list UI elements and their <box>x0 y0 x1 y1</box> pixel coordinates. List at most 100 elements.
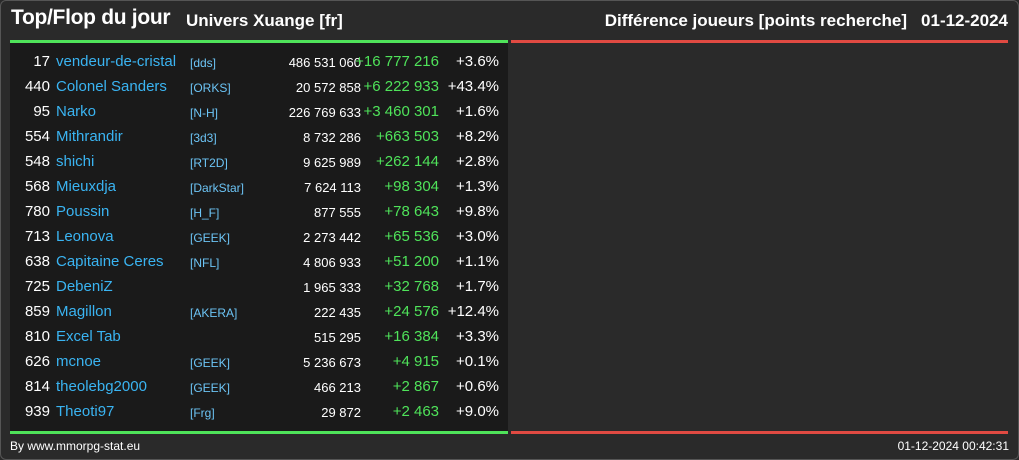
player-points: 4 806 933 <box>303 255 361 270</box>
points-diff: +98 304 <box>384 178 439 195</box>
alliance-tag-link[interactable]: [GEEK] <box>190 231 231 245</box>
header-date: 01-12-2024 <box>921 11 1008 30</box>
alliance-tag-link[interactable]: [DarkStar] <box>190 181 245 195</box>
player-points: 8 732 286 <box>303 130 361 145</box>
alliance-tag-link[interactable]: [dds] <box>190 56 217 70</box>
player-rank: 548 <box>24 153 50 170</box>
list-item: 548 shichi [RT2D] 9 625 989 +262 144 +2.8% <box>10 150 508 175</box>
points-diff: +2 463 <box>392 403 439 420</box>
alliance-tag-link[interactable]: [Frg] <box>190 406 215 420</box>
player-name-link[interactable]: mcnoe <box>56 353 102 370</box>
player-points: 515 295 <box>314 330 361 345</box>
player-rank: 814 <box>24 378 50 395</box>
percent-change: +1.3% <box>456 178 499 195</box>
percent-change: +8.2% <box>456 128 499 145</box>
alliance-tag-link[interactable]: [ORKS] <box>190 81 231 95</box>
points-diff: +16 777 216 <box>355 53 439 70</box>
player-name-link[interactable]: Theoti97 <box>56 403 115 420</box>
player-rank: 810 <box>24 328 50 345</box>
player-name-link[interactable]: Magillon <box>56 303 112 320</box>
player-name-link[interactable]: DebeniZ <box>56 278 113 295</box>
player-name-link[interactable]: Narko <box>56 103 97 120</box>
list-item: 725 DebeniZ 1 965 333 +32 768 +1.7% <box>10 275 508 300</box>
alliance-tag-link[interactable]: [3d3] <box>190 131 217 145</box>
player-rank: 95 <box>33 103 50 120</box>
player-points: 486 531 060 <box>288 55 361 70</box>
list-item: 17 vendeur-de-cristal [dds] 486 531 060 +16 … <box>10 50 508 75</box>
points-diff: +663 503 <box>376 128 439 145</box>
metric-label: Différence joueurs [points recherche] <box>604 11 907 30</box>
percent-change: +12.4% <box>447 303 499 320</box>
percent-change: +1.1% <box>456 253 499 270</box>
player-name-link[interactable]: theolebg2000 <box>56 378 147 395</box>
player-points: 9 625 989 <box>303 155 361 170</box>
player-rank: 859 <box>24 303 50 320</box>
list-item: 859 Magillon [AKERA] 222 435 +24 576 +12.4% <box>10 300 508 325</box>
player-rank: 17 <box>33 53 50 70</box>
player-name-link[interactable]: Excel Tab <box>56 328 121 345</box>
player-points: 222 435 <box>314 305 361 320</box>
list-item: 568 Mieuxdja [DarkStar] 7 624 113 +98 304 +1.… <box>10 175 508 200</box>
player-points: 5 236 673 <box>303 355 361 370</box>
list-item: 814 theolebg2000 [GEEK] 466 213 +2 867 +0.6% <box>10 375 508 400</box>
alliance-tag-link[interactable]: [H_F] <box>190 206 220 220</box>
player-points: 2 273 442 <box>303 230 361 245</box>
points-diff: +32 768 <box>384 278 439 295</box>
points-diff: +16 384 <box>384 328 439 345</box>
player-rank: 780 <box>24 203 50 220</box>
list-item: 939 Theoti97 [Frg] 29 872 +2 463 +9.0% <box>10 400 508 425</box>
alliance-tag-link[interactable]: [AKERA] <box>190 306 238 320</box>
alliance-tag-link[interactable]: [RT2D] <box>190 156 228 170</box>
player-points: 877 555 <box>314 205 361 220</box>
percent-change: +2.8% <box>456 153 499 170</box>
percent-change: +3.6% <box>456 53 499 70</box>
alliance-tag-link[interactable]: [N-H] <box>190 106 218 120</box>
list-item: 638 Capitaine Ceres [NFL] 4 806 933 +51 200 +… <box>10 250 508 275</box>
player-points: 1 965 333 <box>303 280 361 295</box>
player-rank: 725 <box>24 278 50 295</box>
player-rank: 939 <box>24 403 50 420</box>
player-points: 29 872 <box>321 405 361 420</box>
player-name-link[interactable]: Mithrandir <box>56 128 123 145</box>
list-item: 440 Colonel Sanders [ORKS] 20 572 858 +6 222… <box>10 75 508 100</box>
player-rank: 568 <box>24 178 50 195</box>
percent-change: +9.8% <box>456 203 499 220</box>
player-points: 466 213 <box>314 380 361 395</box>
top-panel: 17 vendeur-de-cristal [dds] 486 531 060 +16 … <box>10 40 508 434</box>
player-rank: 440 <box>24 78 50 95</box>
player-name-link[interactable]: vendeur-de-cristal <box>56 53 177 70</box>
percent-change: +43.4% <box>447 78 499 95</box>
list-item: 626 mcnoe [GEEK] 5 236 673 +4 915 +0.1% <box>10 350 508 375</box>
percent-change: +1.7% <box>456 278 499 295</box>
player-rank: 638 <box>24 253 50 270</box>
points-diff: +3 460 301 <box>363 103 440 120</box>
percent-change: +3.3% <box>456 328 499 345</box>
page-title: Top/Flop du jour <box>11 6 171 29</box>
player-rank: 713 <box>24 228 50 245</box>
alliance-tag-link[interactable]: [GEEK] <box>190 356 231 370</box>
flop-panel <box>511 40 1008 434</box>
player-points: 20 572 858 <box>295 80 361 95</box>
player-name-link[interactable]: shichi <box>56 153 95 170</box>
alliance-tag-link[interactable]: [GEEK] <box>190 381 231 395</box>
points-diff: +65 536 <box>384 228 439 245</box>
universe-label: Univers Xuange [fr] <box>186 11 343 30</box>
player-name-link[interactable]: Mieuxdja <box>56 178 117 195</box>
points-diff: +262 144 <box>376 153 439 170</box>
percent-change: +0.6% <box>456 378 499 395</box>
player-name-link[interactable]: Poussin <box>56 203 110 220</box>
percent-change: +1.6% <box>456 103 499 120</box>
list-item: 713 Leonova [GEEK] 2 273 442 +65 536 +3.0% <box>10 225 508 250</box>
percent-change: +3.0% <box>456 228 499 245</box>
points-diff: +2 867 <box>392 378 439 395</box>
list-item: 780 Poussin [H_F] 877 555 +78 643 +9.8% <box>10 200 508 225</box>
player-points: 226 769 633 <box>288 105 361 120</box>
alliance-tag-link[interactable]: [NFL] <box>190 256 220 270</box>
footer-credit[interactable]: By www.mmorpg-stat.eu <box>10 439 141 453</box>
player-rank: 554 <box>24 128 50 145</box>
list-item: 95 Narko [N-H] 226 769 633 +3 460 301 +1.6% <box>10 100 508 125</box>
player-name-link[interactable]: Leonova <box>56 228 114 245</box>
player-name-link[interactable]: Colonel Sanders <box>56 78 167 95</box>
player-name-link[interactable]: Capitaine Ceres <box>56 253 164 270</box>
player-points: 7 624 113 <box>304 180 361 195</box>
